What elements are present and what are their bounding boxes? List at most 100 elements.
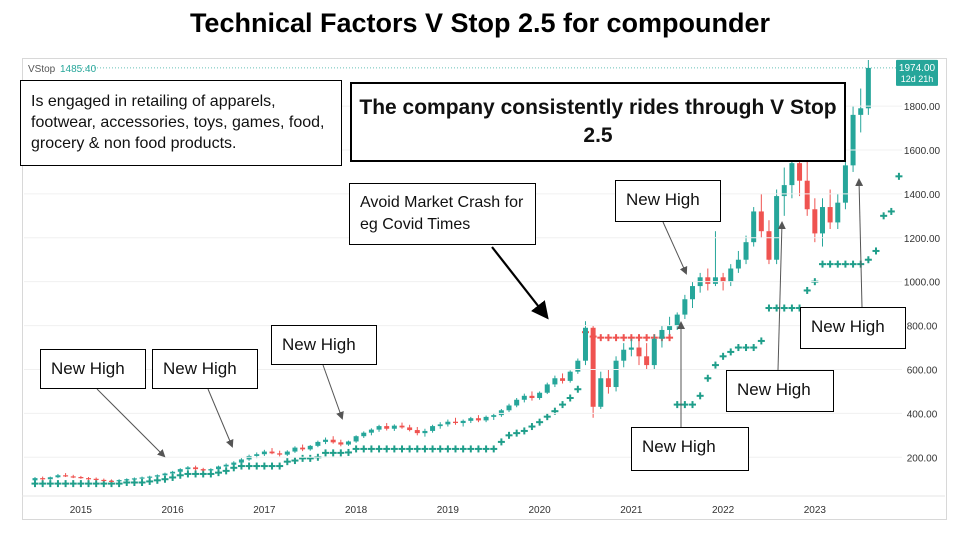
candle [40, 476, 46, 481]
x-tick-label: 2019 [437, 505, 460, 516]
y-tick-label: 800.00 [907, 322, 938, 333]
candle [93, 477, 99, 481]
vstop-marker [291, 457, 299, 465]
vstop-marker [459, 445, 467, 453]
candle [261, 449, 267, 456]
vstop-marker [826, 260, 834, 268]
candle [108, 479, 114, 483]
vstop-marker [474, 445, 482, 453]
candle [101, 478, 107, 482]
vstop-marker [39, 480, 47, 488]
vstop-marker [482, 445, 490, 453]
vstop-marker [841, 260, 849, 268]
candle [437, 422, 443, 429]
candle [491, 413, 497, 420]
candle [544, 382, 550, 395]
candle [391, 424, 397, 431]
candle [506, 403, 512, 413]
vstop-marker [184, 470, 192, 478]
vstop-marker [85, 480, 93, 488]
vstop-marker [245, 462, 253, 470]
candle [827, 189, 833, 230]
candle [307, 444, 313, 451]
price-tag-value: 1974.00 [899, 63, 936, 74]
vstop-marker [138, 479, 146, 487]
vstop-marker [750, 344, 758, 352]
vstop-marker [222, 467, 230, 475]
vstop-marker [597, 334, 605, 342]
candle [139, 476, 145, 480]
new-high-callout: New High [271, 325, 377, 365]
vstop-marker [176, 471, 184, 479]
candle [781, 167, 787, 216]
candle [185, 466, 191, 471]
vstop-marker [734, 344, 742, 352]
vstop-marker [620, 334, 628, 342]
vstop-marker [46, 480, 54, 488]
new-high-arrow [322, 364, 344, 420]
candle [682, 294, 688, 319]
vstop-marker [375, 445, 383, 453]
candle [55, 473, 61, 479]
vstop-marker [704, 374, 712, 382]
candle [338, 439, 344, 447]
y-tick-label: 1400.00 [904, 190, 941, 201]
headline-callout: The company consistently rides through V… [350, 82, 846, 162]
vstop-marker [765, 304, 773, 312]
vstop-marker [276, 462, 284, 470]
vstop-marker [161, 475, 169, 483]
candle [475, 415, 481, 423]
company-description: Is engaged in retailing of apparels, foo… [20, 80, 342, 166]
candle [483, 415, 489, 423]
vstop-marker [689, 401, 697, 409]
new-high-callout: New High [40, 349, 146, 389]
vstop-marker [352, 445, 360, 453]
candle [674, 312, 680, 330]
vstop-marker [497, 438, 505, 446]
candle [521, 393, 527, 403]
vstop-marker [574, 385, 582, 393]
vstop-marker [666, 334, 674, 342]
vstop-marker [559, 401, 567, 409]
candle [835, 193, 841, 230]
vstop-marker [390, 445, 398, 453]
candle [323, 437, 329, 445]
vstop-marker [528, 423, 536, 431]
vstop-marker [406, 445, 414, 453]
vstop-marker [467, 445, 475, 453]
y-tick-label: 1800.00 [904, 102, 941, 113]
vstop-marker [643, 334, 651, 342]
x-tick-label: 2020 [528, 505, 551, 516]
vstop-marker [329, 449, 337, 457]
candle [200, 467, 206, 472]
candle [812, 198, 818, 243]
candle [78, 475, 84, 479]
vstop-marker [192, 470, 200, 478]
candle [445, 419, 451, 427]
candle [47, 476, 53, 481]
vstop-marker [880, 212, 888, 220]
vstop-marker [872, 247, 880, 255]
vstop-marker [360, 445, 368, 453]
vstop-marker [635, 334, 643, 342]
candle [63, 473, 69, 478]
new-high-callout: New High [800, 307, 906, 349]
x-tick-label: 2016 [162, 505, 185, 516]
price-tag-countdown: 12d 21h [901, 74, 934, 84]
vstop-marker [268, 462, 276, 470]
candle [208, 468, 214, 472]
candle [300, 444, 306, 452]
candle [177, 468, 183, 473]
candle [376, 424, 382, 432]
candle [147, 475, 153, 479]
candle [284, 450, 290, 456]
candle [131, 477, 137, 481]
vstop-marker [54, 480, 62, 488]
vstop-marker [711, 361, 719, 369]
candle [32, 477, 38, 482]
y-tick-label: 600.00 [907, 365, 938, 376]
candle [361, 431, 367, 438]
vstop-marker [604, 334, 612, 342]
vstop-marker [803, 286, 811, 294]
vstop-marker [253, 462, 261, 470]
